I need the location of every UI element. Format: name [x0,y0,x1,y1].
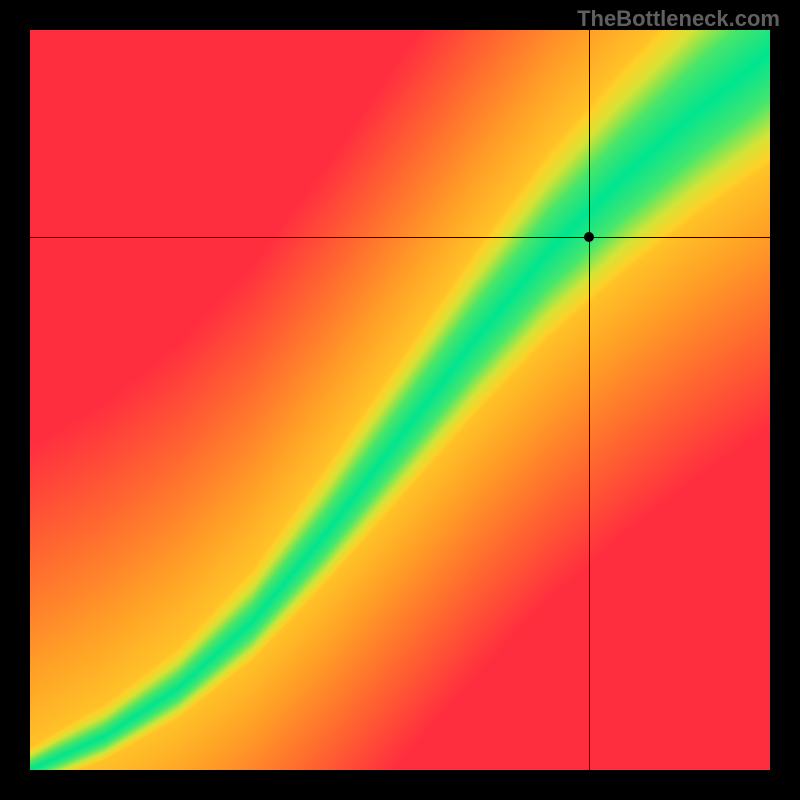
heatmap-canvas [30,30,770,770]
watermark: TheBottleneck.com [577,6,780,32]
plot-area [30,30,770,770]
crosshair-marker [584,232,594,242]
crosshair-horizontal [30,237,770,238]
crosshair-vertical [589,30,590,770]
